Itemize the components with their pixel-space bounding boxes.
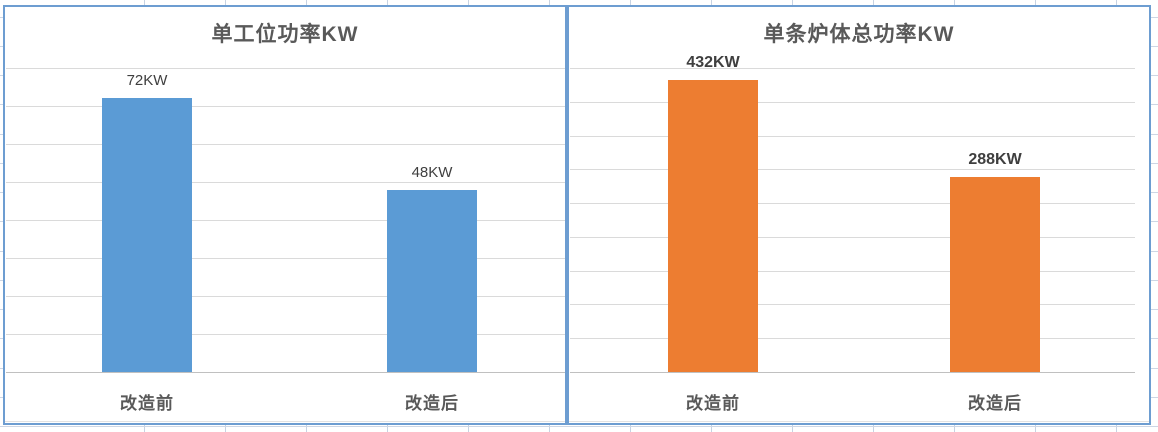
bar-before-retrofit[interactable] (102, 98, 192, 372)
bar-before-retrofit[interactable] (668, 80, 758, 372)
data-label: 288KW (968, 151, 1022, 168)
gridline (6, 334, 565, 335)
gridline (570, 68, 1135, 69)
spreadsheet-gridline (0, 426, 1158, 427)
data-label: 48KW (411, 164, 453, 181)
chart-title: 单工位功率KW (211, 23, 359, 46)
gridline (570, 271, 1135, 272)
gridline (6, 182, 565, 183)
category-label-after: 改造后 (968, 394, 1022, 413)
bar-after-retrofit[interactable] (387, 189, 477, 372)
gridline (6, 68, 565, 69)
category-label-after: 改造后 (405, 394, 459, 413)
data-label: 72KW (126, 72, 168, 89)
gridline (570, 203, 1135, 204)
x-axis-line (6, 372, 565, 373)
chart-furnace-total-power[interactable]: 单条炉体总功率KW 432KW 288KW 改造前 改造后 (567, 5, 1151, 425)
gridline (6, 296, 565, 297)
category-label-before: 改造前 (686, 394, 740, 413)
category-label-before: 改造前 (120, 394, 174, 413)
gridline (570, 136, 1135, 137)
gridline (570, 102, 1135, 103)
gridline (570, 338, 1135, 339)
gridline (570, 169, 1135, 170)
gridline (6, 106, 565, 107)
bar-after-retrofit[interactable] (950, 177, 1040, 372)
chart-title: 单条炉体总功率KW (763, 23, 955, 46)
divider (569, 421, 1149, 422)
divider (5, 421, 565, 422)
gridline (570, 304, 1135, 305)
x-axis-line (570, 372, 1135, 373)
gridline (6, 258, 565, 259)
gridline (6, 144, 565, 145)
gridline (570, 237, 1135, 238)
chart-single-station-power[interactable]: 单工位功率KW 72KW 48KW 改造前 改造后 (3, 5, 567, 425)
gridline (6, 220, 565, 221)
data-label: 432KW (686, 54, 740, 71)
